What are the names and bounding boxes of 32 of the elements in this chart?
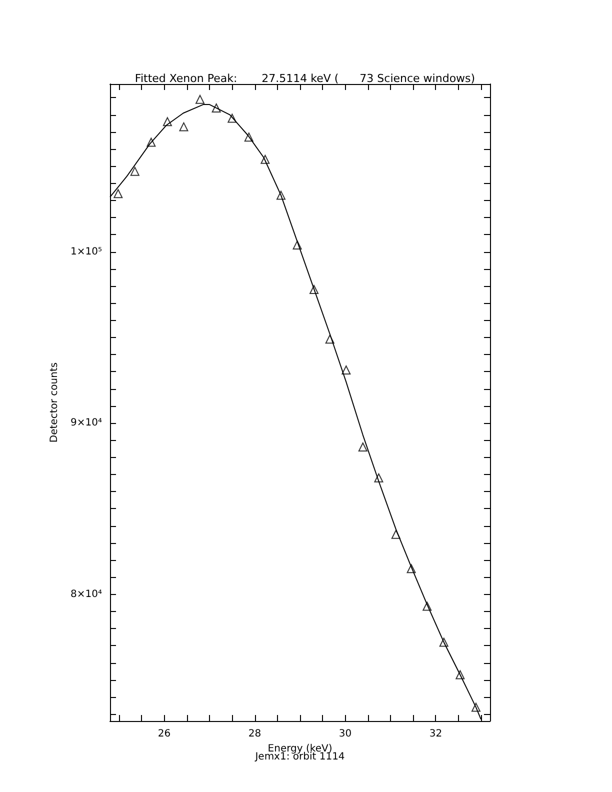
x-tick-label: 32	[429, 728, 442, 740]
point	[292, 240, 302, 250]
point	[228, 114, 237, 123]
point	[179, 122, 188, 132]
point	[391, 530, 400, 539]
y-axis-title: Detector counts	[49, 362, 60, 443]
point	[146, 138, 156, 147]
point	[374, 473, 384, 482]
y-tick-label: 8×10⁴	[70, 588, 102, 600]
x-tick-label: 30	[338, 728, 352, 740]
point	[114, 189, 123, 198]
point	[130, 166, 140, 176]
point	[471, 702, 480, 712]
point	[325, 334, 334, 344]
point	[358, 442, 368, 452]
y-tick-label: 1×10⁵	[70, 246, 102, 258]
point	[406, 564, 416, 574]
x-tick-label: 26	[158, 728, 171, 740]
point	[212, 103, 221, 112]
point	[244, 132, 254, 142]
point	[310, 284, 319, 294]
point	[456, 670, 465, 680]
point	[276, 190, 286, 200]
point	[162, 117, 172, 126]
point	[260, 154, 270, 164]
point	[422, 602, 432, 611]
y-tick-label: 9×10⁴	[70, 418, 102, 429]
point	[196, 94, 205, 104]
chart-title: Fitted Xenon Peak: 27.5114 keV ( 73 Science windows)	[134, 72, 476, 85]
x-tick-label: 28	[248, 728, 262, 740]
point	[342, 365, 351, 374]
point	[439, 638, 448, 647]
